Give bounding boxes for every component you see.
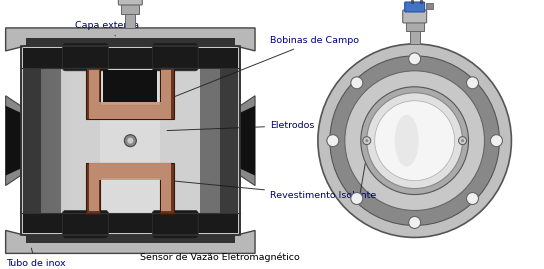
Circle shape bbox=[467, 77, 479, 89]
Circle shape bbox=[351, 77, 363, 89]
Bar bbox=[30, 68, 35, 214]
Polygon shape bbox=[220, 68, 238, 214]
Ellipse shape bbox=[395, 115, 419, 167]
Bar bbox=[42, 68, 47, 214]
Text: Conexões elétricas: Conexões elétricas bbox=[0, 268, 1, 269]
Polygon shape bbox=[86, 162, 174, 214]
Bar bbox=[406, 22, 424, 31]
Bar bbox=[23, 68, 238, 214]
FancyBboxPatch shape bbox=[21, 46, 240, 235]
Circle shape bbox=[327, 135, 339, 147]
Bar bbox=[190, 68, 194, 214]
Bar bbox=[27, 68, 30, 214]
Bar bbox=[103, 70, 157, 102]
Bar bbox=[210, 68, 214, 214]
Circle shape bbox=[318, 44, 511, 238]
Polygon shape bbox=[5, 106, 21, 176]
Polygon shape bbox=[240, 96, 255, 186]
Polygon shape bbox=[240, 106, 255, 176]
Bar bbox=[121, 4, 139, 14]
Bar bbox=[230, 68, 234, 214]
Bar bbox=[21, 46, 240, 235]
Bar bbox=[222, 68, 226, 214]
FancyBboxPatch shape bbox=[152, 43, 198, 71]
Text: Sensor de Vazão Eletromagnético: Sensor de Vazão Eletromagnético bbox=[140, 253, 300, 262]
Text: Bobinas de Campo: Bobinas de Campo bbox=[172, 36, 359, 98]
Polygon shape bbox=[5, 28, 255, 51]
Polygon shape bbox=[23, 68, 60, 214]
Circle shape bbox=[409, 53, 421, 65]
Bar bbox=[218, 68, 222, 214]
Bar bbox=[54, 68, 59, 214]
Circle shape bbox=[345, 71, 485, 210]
FancyBboxPatch shape bbox=[63, 43, 108, 71]
Bar bbox=[234, 68, 238, 214]
Bar bbox=[226, 68, 230, 214]
FancyBboxPatch shape bbox=[63, 210, 108, 238]
Polygon shape bbox=[5, 96, 21, 186]
Bar bbox=[194, 68, 198, 214]
Bar bbox=[419, 0, 422, 3]
Circle shape bbox=[361, 87, 468, 194]
Bar bbox=[410, 31, 419, 44]
Circle shape bbox=[467, 193, 479, 204]
Circle shape bbox=[125, 135, 137, 147]
Polygon shape bbox=[86, 67, 174, 119]
Bar bbox=[63, 68, 66, 214]
Circle shape bbox=[409, 217, 421, 228]
Text: Revestimento Isolante: Revestimento Isolante bbox=[172, 181, 376, 200]
Polygon shape bbox=[5, 231, 255, 253]
Text: Tubo de inox: Tubo de inox bbox=[5, 248, 65, 268]
Polygon shape bbox=[101, 68, 160, 214]
Circle shape bbox=[363, 137, 371, 145]
Text: Capa externa: Capa externa bbox=[76, 22, 140, 36]
FancyBboxPatch shape bbox=[119, 0, 143, 5]
Circle shape bbox=[375, 101, 455, 180]
Circle shape bbox=[459, 137, 467, 145]
Bar bbox=[23, 214, 238, 233]
Bar bbox=[125, 14, 135, 28]
Bar bbox=[39, 68, 42, 214]
Circle shape bbox=[127, 138, 133, 144]
Bar bbox=[59, 68, 63, 214]
Polygon shape bbox=[89, 70, 171, 119]
Bar bbox=[23, 48, 238, 68]
Bar bbox=[47, 68, 51, 214]
Polygon shape bbox=[200, 68, 238, 214]
Circle shape bbox=[491, 135, 503, 147]
Circle shape bbox=[351, 193, 363, 204]
Bar bbox=[411, 0, 413, 3]
Text: Eletrodos: Eletrodos bbox=[167, 121, 314, 130]
FancyBboxPatch shape bbox=[403, 10, 426, 23]
Bar bbox=[66, 68, 71, 214]
Circle shape bbox=[330, 56, 499, 225]
FancyBboxPatch shape bbox=[152, 210, 198, 238]
Bar bbox=[202, 68, 206, 214]
Bar bbox=[23, 68, 27, 214]
Polygon shape bbox=[23, 68, 41, 214]
Bar bbox=[51, 68, 54, 214]
Bar bbox=[206, 68, 210, 214]
Circle shape bbox=[367, 93, 462, 189]
Bar bbox=[35, 68, 39, 214]
Bar bbox=[214, 68, 218, 214]
Bar bbox=[198, 68, 202, 214]
Polygon shape bbox=[89, 162, 171, 211]
Circle shape bbox=[461, 139, 464, 142]
Circle shape bbox=[365, 139, 368, 142]
Bar bbox=[425, 3, 432, 9]
FancyBboxPatch shape bbox=[405, 2, 425, 12]
Bar bbox=[26, 235, 235, 243]
Bar bbox=[26, 38, 235, 46]
